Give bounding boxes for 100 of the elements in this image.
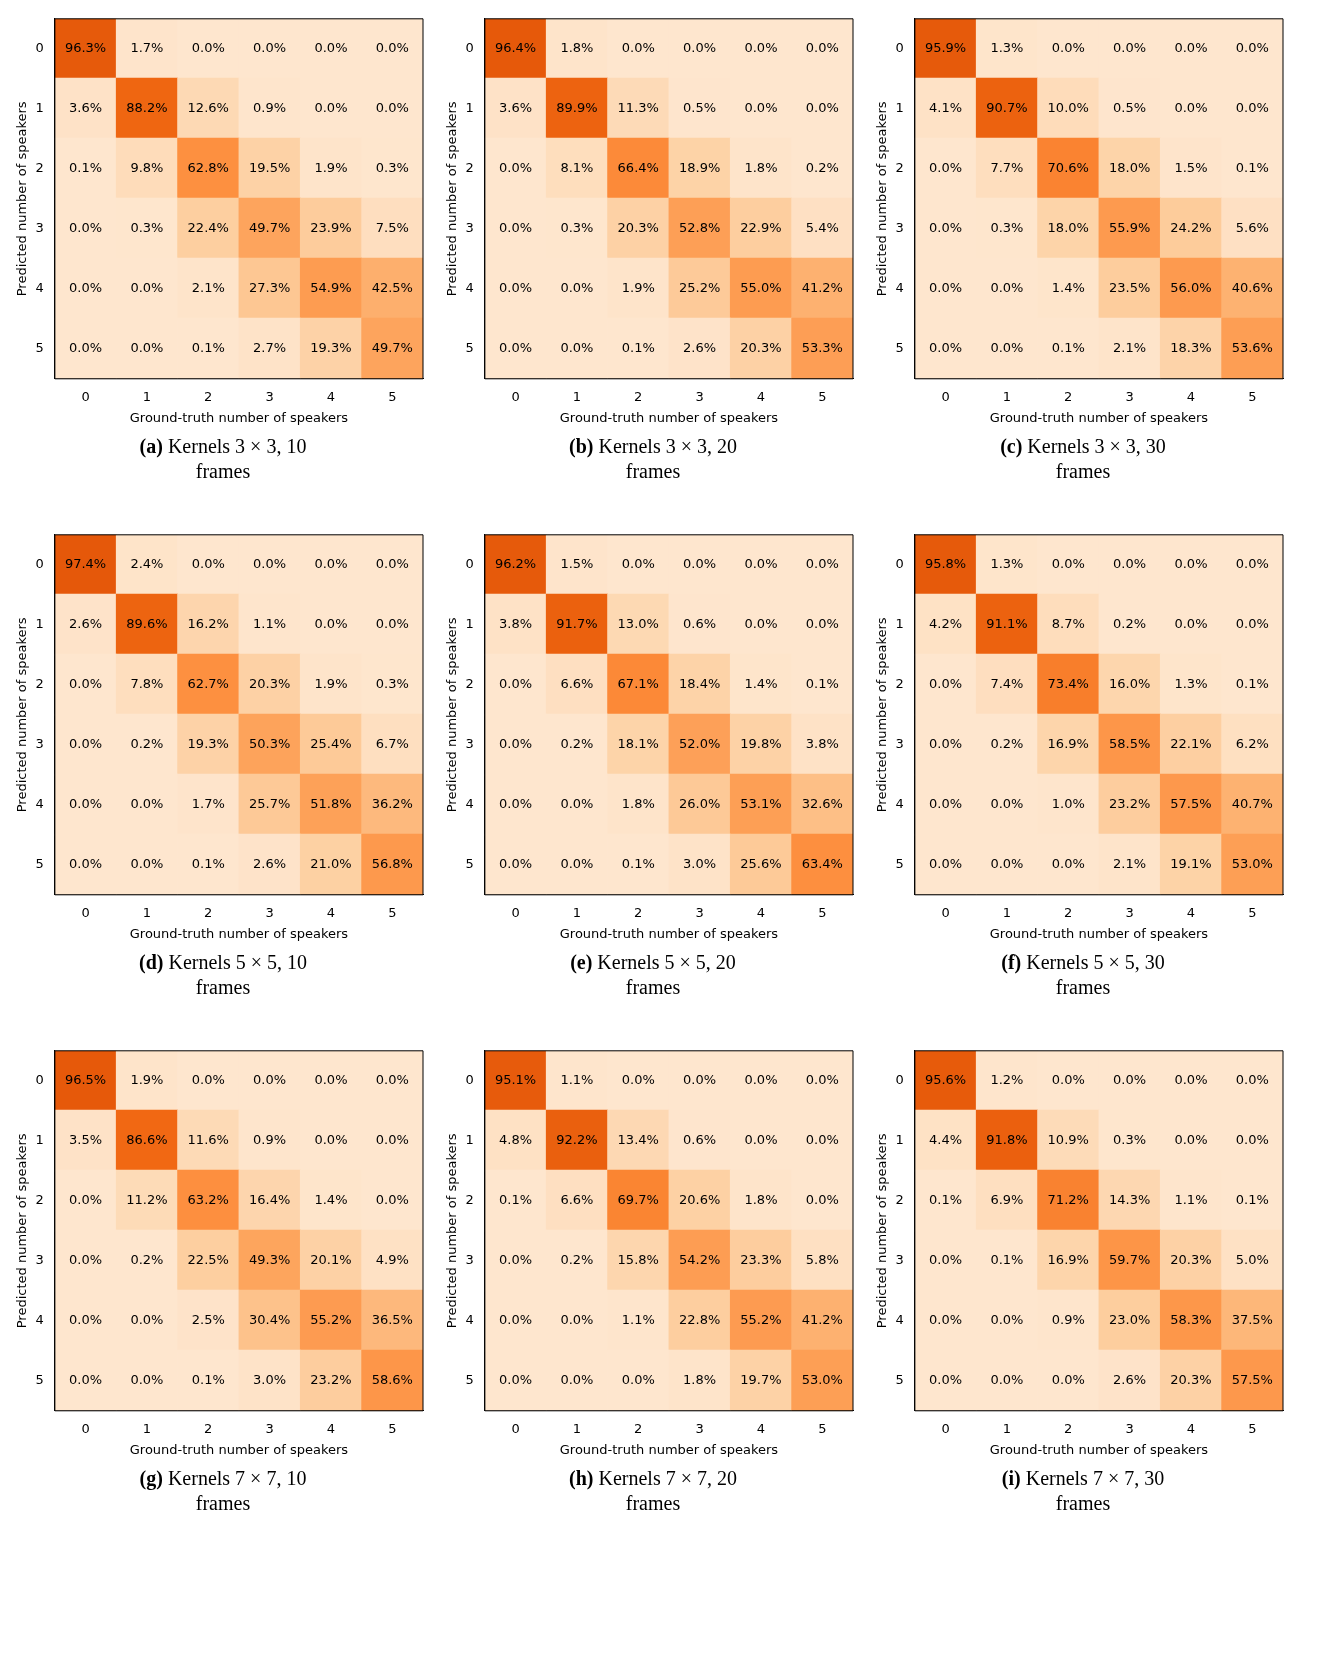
- x-tick-label: 5: [818, 388, 827, 404]
- x-axis-title: Ground-truth number of speakers: [559, 1441, 779, 1457]
- y-tick-label: 0: [35, 1072, 44, 1088]
- data-label: 20.3%: [740, 340, 782, 356]
- data-label: 40.6%: [1231, 280, 1273, 296]
- data-label: 0.0%: [314, 1072, 348, 1088]
- y-axis-title: Predicted number of speakers: [14, 1133, 30, 1329]
- data-label: 13.0%: [617, 616, 659, 632]
- x-tick-label: 1: [572, 1420, 582, 1436]
- data-label: 6.6%: [560, 1192, 594, 1208]
- x-tick-label: 5: [1248, 1420, 1257, 1436]
- data-label: 0.0%: [1113, 1072, 1147, 1088]
- y-tick-label: 3: [35, 1252, 44, 1268]
- y-tick-label: 4: [895, 796, 904, 812]
- data-label: 58.6%: [371, 1372, 413, 1388]
- data-label: 0.0%: [314, 40, 348, 56]
- data-label: 63.2%: [187, 1192, 229, 1208]
- data-label: 0.0%: [990, 796, 1024, 812]
- data-label: 53.0%: [1231, 856, 1273, 872]
- data-label: 0.2%: [130, 1252, 164, 1268]
- data-label: 2.6%: [253, 856, 287, 872]
- x-tick-label: 0: [941, 1420, 950, 1436]
- data-label: 1.8%: [744, 160, 778, 176]
- data-label: 0.0%: [805, 100, 839, 116]
- data-label: 1.9%: [314, 676, 348, 692]
- y-axis-title: Predicted number of speakers: [14, 101, 30, 297]
- y-axis-title: Predicted number of speakers: [444, 617, 460, 813]
- data-label: 71.2%: [1047, 1192, 1089, 1208]
- data-label: 1.0%: [1051, 796, 1085, 812]
- data-label: 0.0%: [130, 340, 164, 356]
- data-label: 11.3%: [617, 100, 659, 116]
- data-label: 51.8%: [310, 796, 352, 812]
- y-tick-label: 0: [465, 556, 474, 572]
- x-tick-label: 3: [265, 388, 274, 404]
- data-label: 96.2%: [494, 556, 537, 572]
- x-axis-title: Ground-truth number of speakers: [989, 409, 1209, 425]
- data-label: 1.9%: [130, 1072, 164, 1088]
- data-label: 0.0%: [130, 856, 164, 872]
- y-tick-label: 4: [895, 280, 904, 296]
- y-tick-label: 1: [465, 1132, 474, 1148]
- data-label: 0.9%: [1051, 1312, 1085, 1328]
- y-tick-label: 3: [35, 736, 44, 752]
- data-label: 52.0%: [678, 736, 721, 752]
- text: (c) Kernels 3 × 3, 30 frames: [999, 434, 1167, 484]
- data-label: 3.8%: [499, 616, 533, 632]
- data-label: 58.3%: [1170, 1312, 1212, 1328]
- data-label: 0.0%: [1113, 40, 1147, 56]
- data-label: 0.0%: [499, 796, 533, 812]
- x-tick-label: 0: [941, 388, 950, 404]
- data-label: 41.2%: [801, 280, 843, 296]
- y-tick-label: 0: [895, 556, 904, 572]
- data-label: 62.7%: [187, 676, 229, 692]
- data-label: 0.1%: [191, 856, 225, 872]
- data-label: 40.7%: [1231, 796, 1273, 812]
- x-tick-label: 2: [204, 1420, 213, 1436]
- x-tick-label: 2: [634, 388, 643, 404]
- data-label: 0.0%: [1174, 556, 1208, 572]
- y-tick-label: 4: [895, 1312, 904, 1328]
- data-label: 70.6%: [1047, 160, 1089, 176]
- data-label: 50.3%: [248, 736, 291, 752]
- data-label: 20.3%: [1170, 1372, 1212, 1388]
- data-label: 0.0%: [1235, 616, 1269, 632]
- data-label: 6.6%: [560, 676, 594, 692]
- data-label: 0.0%: [314, 100, 348, 116]
- x-tick-label: 5: [818, 904, 827, 920]
- y-tick-label: 2: [465, 1192, 474, 1208]
- data-label: 62.8%: [187, 160, 229, 176]
- data-label: 0.0%: [375, 556, 409, 572]
- data-label: 1.1%: [560, 1072, 594, 1088]
- x-tick-label: 2: [204, 388, 213, 404]
- y-tick-label: 0: [35, 40, 44, 56]
- data-label: 63.4%: [801, 856, 843, 872]
- data-label: 0.0%: [375, 40, 409, 56]
- text: (b) Kernels 3 × 3, 20 frames: [568, 434, 738, 484]
- y-tick-label: 1: [465, 100, 474, 116]
- data-label: 54.2%: [678, 1252, 721, 1268]
- data-label: 0.0%: [191, 40, 225, 56]
- data-label: 0.1%: [1235, 676, 1269, 692]
- x-tick-label: 3: [265, 904, 274, 920]
- data-label: 55.0%: [740, 280, 782, 296]
- data-label: 1.3%: [990, 40, 1024, 56]
- data-label: 4.1%: [929, 100, 963, 116]
- data-label: 49.3%: [248, 1252, 291, 1268]
- data-label: 56.0%: [1170, 280, 1212, 296]
- data-label: 97.4%: [64, 556, 107, 572]
- data-label: 91.8%: [986, 1132, 1028, 1148]
- x-tick-label: 1: [1002, 1420, 1012, 1436]
- x-tick-label: 0: [81, 1420, 90, 1436]
- data-label: 19.3%: [310, 340, 352, 356]
- data-label: 6.9%: [990, 1192, 1024, 1208]
- data-label: 53.0%: [801, 1372, 843, 1388]
- data-label: 0.0%: [69, 676, 103, 692]
- data-label: 36.5%: [371, 1312, 413, 1328]
- y-tick-label: 2: [465, 676, 474, 692]
- x-tick-label: 0: [941, 904, 950, 920]
- x-tick-label: 1: [142, 904, 152, 920]
- data-label: 95.6%: [924, 1072, 967, 1088]
- y-tick-label: 4: [465, 280, 474, 296]
- x-tick-label: 3: [695, 904, 704, 920]
- data-label: 0.0%: [805, 1072, 839, 1088]
